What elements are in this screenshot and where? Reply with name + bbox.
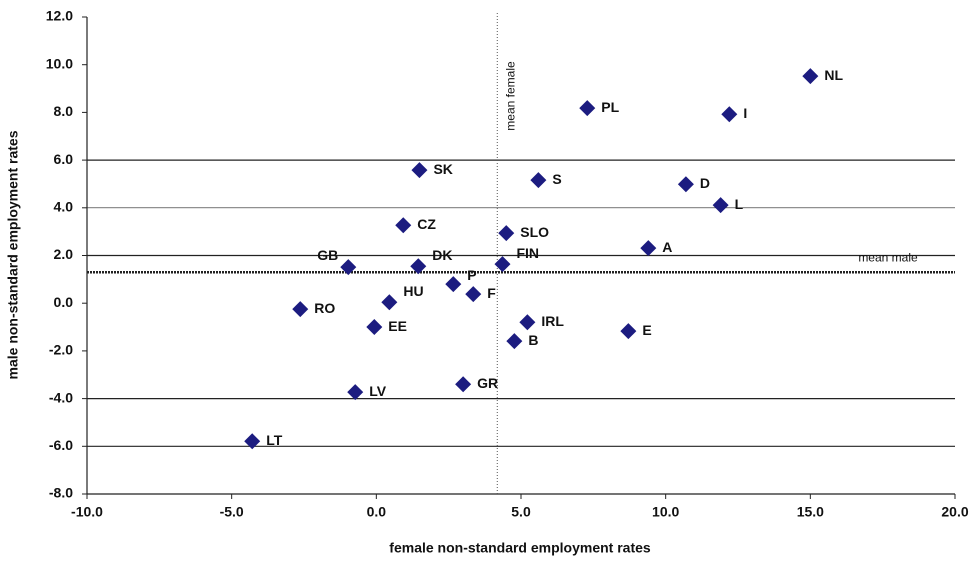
- y-tick-label: 10.0: [46, 55, 73, 71]
- y-tick-label: 12.0: [46, 8, 73, 24]
- point: [455, 376, 472, 393]
- point: [340, 259, 357, 276]
- point-label: GR: [477, 375, 498, 391]
- x-tick-label: -10.0: [71, 504, 103, 520]
- y-tick-label: 0.0: [54, 294, 74, 310]
- x-tick-label: 0.0: [367, 504, 387, 520]
- point: [244, 433, 261, 450]
- point-label: SK: [433, 161, 452, 177]
- point: [445, 276, 462, 293]
- point-label: DK: [432, 247, 452, 263]
- point-label: CZ: [417, 216, 436, 232]
- point: [366, 319, 383, 336]
- point-label: B: [528, 332, 538, 348]
- x-axis-label: female non-standard employment rates: [389, 540, 651, 556]
- point: [640, 240, 657, 257]
- y-tick-label: -4.0: [49, 389, 73, 405]
- x-tick-label: 5.0: [511, 504, 531, 520]
- mean-male-label: mean male: [858, 250, 918, 264]
- point: [802, 68, 819, 85]
- point-label: SLO: [520, 224, 549, 240]
- point-label: FIN: [516, 245, 539, 261]
- point-label: GB: [317, 247, 338, 263]
- point-label: LV: [369, 383, 387, 399]
- point: [620, 323, 637, 340]
- point: [579, 100, 596, 117]
- point: [721, 106, 738, 123]
- point: [498, 225, 515, 242]
- y-tick-label: -6.0: [49, 437, 73, 453]
- point: [395, 217, 412, 234]
- y-tick-label: -8.0: [49, 485, 73, 501]
- x-tick-label: -5.0: [220, 504, 244, 520]
- point: [519, 314, 536, 331]
- point-label: NL: [824, 67, 843, 83]
- y-tick-label: 6.0: [54, 151, 74, 167]
- point-label: PL: [601, 99, 619, 115]
- y-tick-label: 8.0: [54, 103, 74, 119]
- point: [347, 384, 364, 401]
- point-label: L: [735, 196, 744, 212]
- point: [465, 286, 482, 303]
- y-tick-label: 4.0: [54, 199, 74, 215]
- y-axis-label: male non-standard employment rates: [5, 130, 21, 379]
- point: [530, 172, 547, 189]
- point-label: I: [743, 105, 747, 121]
- x-tick-label: 20.0: [941, 504, 968, 520]
- point: [712, 197, 729, 214]
- point-label: EE: [388, 318, 407, 334]
- point-label: A: [662, 239, 672, 255]
- point-label: HU: [403, 283, 423, 299]
- point: [494, 256, 511, 273]
- y-tick-label: -2.0: [49, 342, 73, 358]
- point: [411, 162, 428, 179]
- x-tick-label: 10.0: [652, 504, 679, 520]
- point-label: RO: [314, 300, 335, 316]
- point: [677, 176, 694, 193]
- point-label: D: [700, 175, 710, 191]
- point-label: E: [642, 322, 651, 338]
- point-label: S: [552, 171, 561, 187]
- point: [506, 333, 523, 350]
- x-tick-label: 15.0: [797, 504, 824, 520]
- point-label: P: [467, 267, 476, 283]
- point: [410, 258, 427, 275]
- point-label: LT: [266, 432, 283, 448]
- point: [381, 294, 398, 311]
- mean-female-label: mean female: [503, 61, 517, 131]
- point: [292, 301, 309, 318]
- point-label: IRL: [541, 313, 564, 329]
- point-label: F: [487, 285, 496, 301]
- y-tick-label: 2.0: [54, 246, 74, 262]
